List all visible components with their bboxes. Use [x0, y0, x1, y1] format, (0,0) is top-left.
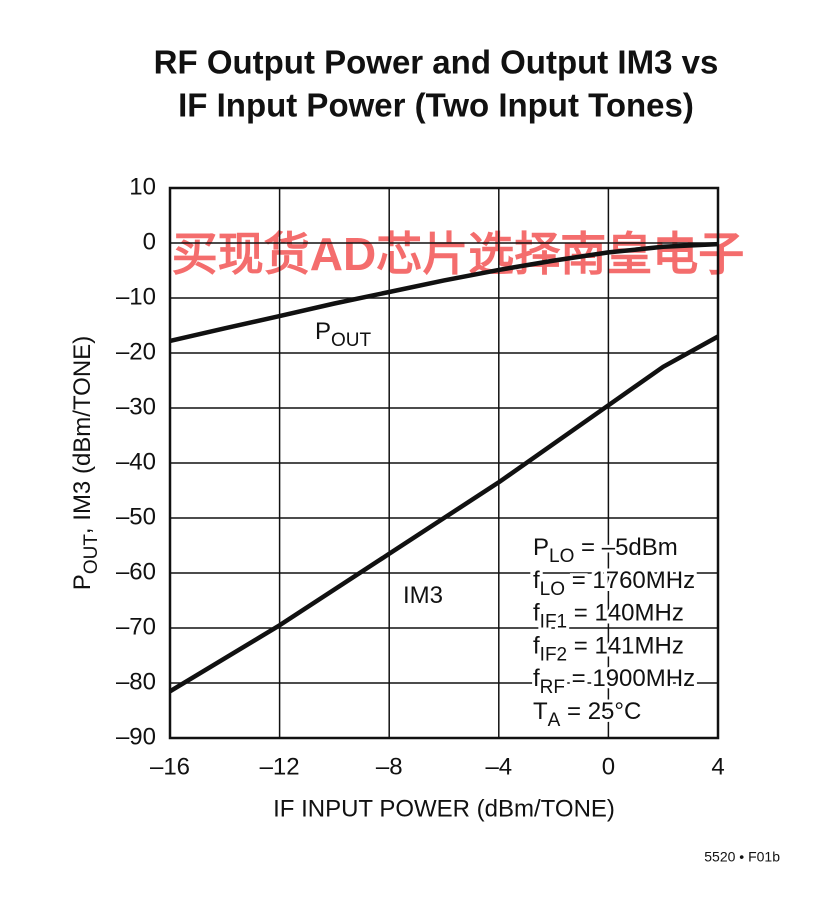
condition-text: TA = 25°C [533, 698, 641, 731]
condition-text-rest: = –5dBm [574, 534, 677, 561]
y-axis-label-rest: , IM3 (dBm/TONE) [69, 336, 96, 534]
plot-frame [168, 186, 720, 740]
x-tick-label: –12 [260, 753, 300, 780]
condition-text-sub: LO [540, 579, 565, 600]
line [169, 241, 719, 344]
condition-text-rest: = 140MHz [567, 600, 684, 627]
y-tick-label: –30 [116, 393, 156, 420]
condition-text-rest: = 1760MHz [565, 567, 695, 594]
condition-text: fRF = 1900MHz [533, 666, 695, 699]
x-tick-label: 0 [602, 753, 615, 780]
y-tick-label: –10 [116, 283, 156, 310]
condition-text-sub: IF2 [540, 644, 567, 665]
x-tick-label: –8 [376, 753, 403, 780]
y-tick-label: –20 [116, 338, 156, 365]
condition-text-sub: RF [540, 677, 565, 698]
y-axis-label-sub: OUT [81, 534, 102, 575]
figure-id: 5520 • F01b [704, 849, 780, 865]
condition-text-rest: = 141MHz [567, 633, 684, 660]
line [168, 334, 720, 694]
condition-text-rest: = 25°C [560, 698, 641, 725]
condition-text: fIF2 = 141MHz [533, 633, 684, 666]
y-tick-label: –60 [116, 558, 156, 585]
y-tick-label: –70 [116, 613, 156, 640]
watermark: 买现货AD芯片选择南皇电子 [172, 228, 744, 280]
series-label: POUT [315, 318, 372, 351]
condition-text: PLO = –5dBm [533, 534, 678, 567]
y-tick-label: 10 [129, 173, 156, 200]
series-label: IM3 [403, 582, 443, 609]
condition-text: fLO = 1760MHz [533, 567, 695, 600]
condition-text-sub: IF1 [540, 612, 567, 633]
series-label-sub: OUT [331, 330, 372, 351]
x-tick-label: –16 [150, 753, 190, 780]
y-tick-label: –80 [116, 668, 156, 695]
x-tick-label: –4 [485, 753, 512, 780]
condition-text-sub: A [548, 710, 561, 731]
y-tick-label: –40 [116, 448, 156, 475]
x-tick-label: 4 [711, 753, 724, 780]
x-axis-label: IF INPUT POWER (dBm/TONE) [273, 795, 615, 822]
series-label-base: P [315, 318, 331, 345]
condition-text: fIF1 = 140MHz [533, 600, 684, 633]
y-tick-label: –90 [116, 723, 156, 750]
condition-text-base: T [533, 698, 548, 725]
chart-title: RF Output Power and Output IM3 vs [154, 44, 719, 81]
y-tick-label: 0 [143, 228, 156, 255]
chart-title: IF Input Power (Two Input Tones) [178, 87, 694, 124]
y-axis-label-base: P [69, 574, 96, 590]
y-axis-label: POUT, IM3 (dBm/TONE) [69, 336, 102, 590]
condition-text-base: P [533, 534, 549, 561]
y-tick-label: –50 [116, 503, 156, 530]
condition-text-rest: = 1900MHz [565, 666, 695, 693]
series-label-base: IM3 [403, 582, 443, 609]
condition-text-sub: LO [549, 546, 574, 567]
